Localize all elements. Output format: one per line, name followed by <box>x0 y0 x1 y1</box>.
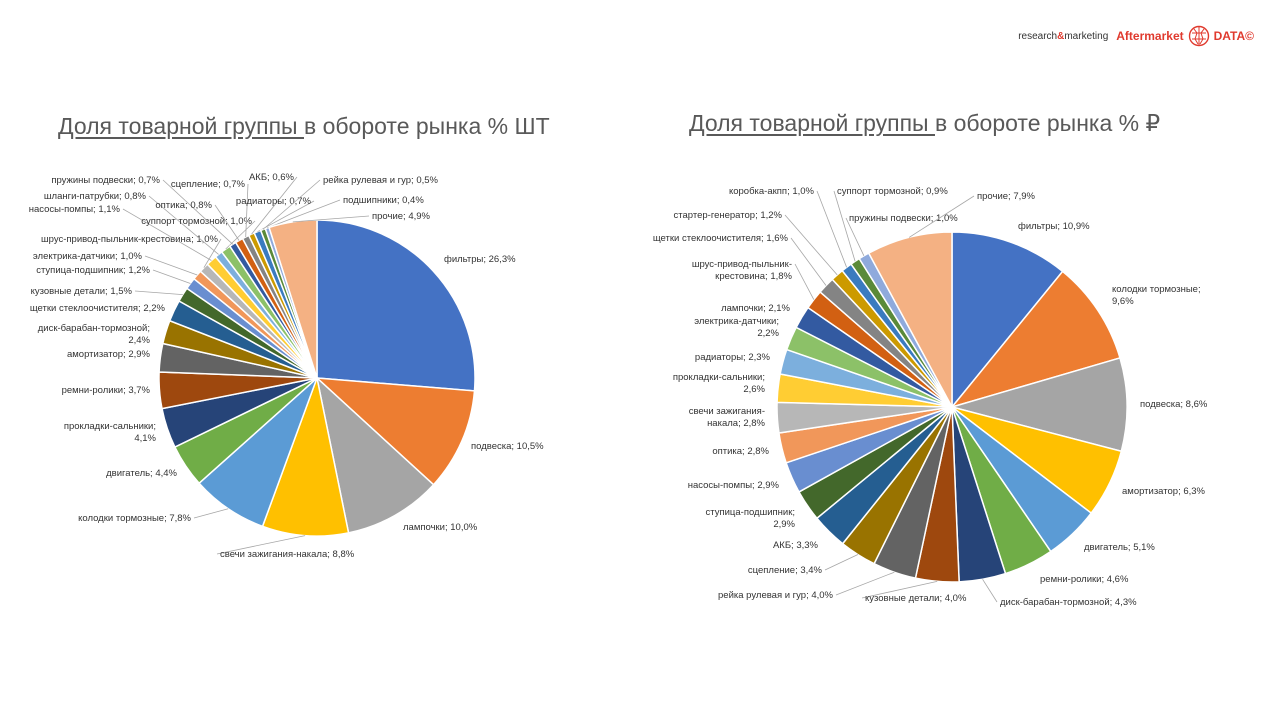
slice-label-амортизатор: амортизатор; 2,9% <box>67 349 151 360</box>
slice-label-шрус-привод-пыльник-крестовина: шрус-привод-пыльник-крестовина; 1,0% <box>41 234 219 245</box>
pie-slice-свечи-зажигания-накала <box>261 375 350 537</box>
leader-line-пружины-подвески <box>845 217 865 256</box>
slice-label-диск-барабан-тормозной: диск-барабан-тормозной; 2,4% <box>38 323 151 346</box>
leader-line-коробка-акпп <box>816 190 847 268</box>
leader-line-подшипники <box>267 199 341 229</box>
leader-line-диск-барабан-тормозной <box>982 579 998 603</box>
leader-line-шрус-привод-пыльник-крестовина <box>794 263 815 300</box>
slice-label-АКБ: АКБ; 0,6% <box>249 172 295 183</box>
brand-data: DATA© <box>1213 29 1254 43</box>
leader-line-пружины-подвески <box>162 179 234 245</box>
slice-label-двигатель: двигатель; 4,4% <box>106 468 177 479</box>
brand-logo: research&marketing Aftermarket DATA© <box>1018 24 1254 48</box>
slice-label-диск-барабан-тормозной: диск-барабан-тормозной; 4,3% <box>1000 597 1137 608</box>
leader-line-насосы-помпы <box>122 208 212 261</box>
leader-line-шрус-привод-пыльник-крестовина <box>203 238 222 268</box>
brand-name: Aftermarket <box>1116 29 1184 43</box>
leader-line-шланги-патрубки <box>148 195 219 255</box>
slice-label-прочие: прочие; 4,9% <box>372 211 431 222</box>
leader-line-ступица-подшипник <box>152 269 191 284</box>
slice-label-шланги-патрубки: шланги-патрубки; 0,8% <box>44 191 147 202</box>
pie-slice-лампочки <box>315 375 435 534</box>
slice-label-лампочки: лампочки; 10,0% <box>403 522 478 533</box>
leader-line-свечи-зажигания-накала <box>216 535 306 555</box>
pie-slice-подвеска <box>314 377 476 486</box>
pie-slice-подвеска <box>949 357 1128 453</box>
leader-line-стартер-генератор <box>784 214 838 276</box>
slice-label-электрика-датчики: электрика-датчики; 1,0% <box>33 251 143 262</box>
slice-label-насосы-помпы: насосы-помпы; 1,1% <box>29 204 121 215</box>
slice-label-кузовные-детали: кузовные детали; 1,5% <box>31 286 133 297</box>
slice-label-суппорт-тормозной: суппорт тормозной; 0,9% <box>837 186 948 197</box>
pie-slice-фильтры <box>316 219 476 392</box>
leader-line-сцепление <box>824 554 859 571</box>
slice-label-лампочки: лампочки; 2,1% <box>721 303 790 314</box>
slice-label-рейка-рулевая-и-гур: рейка рулевая и гур; 4,0% <box>718 590 834 601</box>
slice-label-пружины-подвески: пружины подвески; 1,0% <box>849 213 958 224</box>
brand-tagline: research&marketing <box>1018 30 1109 42</box>
slice-label-сцепление: сцепление; 3,4% <box>748 565 823 576</box>
slice-label-кузовные-детали: кузовные детали; 4,0% <box>865 593 967 604</box>
slice-label-электрика-датчики: электрика-датчики; 2,2% <box>694 316 779 339</box>
leader-line-суппорт-тормозной <box>225 220 256 250</box>
leader-line-суппорт-тормозной <box>833 190 856 262</box>
slice-label-рейка-рулевая-и-гур: рейка рулевая и гур; 0,5% <box>323 175 439 186</box>
slice-label-прочие: прочие; 7,9% <box>977 191 1036 202</box>
leader-line-щетки-стеклоочистителя <box>790 237 827 286</box>
leader-line-рейка-рулевая-и-гур <box>835 571 895 596</box>
slice-label-ремни-ролики: ремни-ролики; 3,7% <box>62 385 151 396</box>
slice-label-стартер-генератор: стартер-генератор; 1,2% <box>674 210 783 221</box>
slice-label-АКБ: АКБ; 3,3% <box>773 540 819 551</box>
leader-line-колодки-тормозные <box>193 508 229 519</box>
leader-line-оптика <box>214 204 240 241</box>
leader-line-сцепление <box>245 183 249 238</box>
pie-slice-фильтры <box>951 231 1064 410</box>
leader-line-кузовные-детали <box>134 290 183 295</box>
slice-label-пружины-подвески: пружины подвески; 0,7% <box>51 175 160 186</box>
chart-rub-title: Доля товарной группы в обороте рынка % ₽ <box>689 110 1161 136</box>
slice-label-прокладки-сальники: прокладки-сальники; 2,6% <box>673 372 766 395</box>
slice-label-фильтры: фильтры; 10,9% <box>1018 221 1090 232</box>
slice-label-подвеска: подвеска; 10,5% <box>471 441 544 452</box>
slice-label-подвеска: подвеска; 8,6% <box>1140 399 1208 410</box>
slice-label-двигатель: двигатель; 5,1% <box>1084 542 1155 553</box>
slice-label-насосы-помпы: насосы-помпы; 2,9% <box>688 480 780 491</box>
chart-units-title: Доля товарной группы в обороте рынка % Ш… <box>58 113 550 139</box>
slice-label-прокладки-сальники: прокладки-сальники; 4,1% <box>64 421 157 444</box>
slice-label-свечи-зажигания-накала: свечи зажигания-накала; 2,8% <box>689 406 766 429</box>
slice-label-шрус-привод-пыльник-крестовина: шрус-привод-пыльник-крестовина; 1,8% <box>692 259 793 282</box>
leader-line-прочие <box>292 215 370 223</box>
slice-label-радиаторы: радиаторы; 0,7% <box>236 196 312 207</box>
slice-label-щетки-стеклоочистителя: щетки стеклоочистителя; 1,6% <box>653 233 789 244</box>
leader-line-рейка-рулевая-и-гур <box>262 179 321 230</box>
slice-label-радиаторы: радиаторы; 2,3% <box>695 352 771 363</box>
slice-label-фильтры: фильтры; 26,3% <box>444 254 516 265</box>
slice-label-сцепление: сцепление; 0,7% <box>171 179 246 190</box>
pie-slice-прочие <box>867 231 953 408</box>
pie-slice-колодки-тормозные <box>949 270 1121 409</box>
slice-label-колодки-тормозные: колодки тормозные; 9,6% <box>1112 284 1201 307</box>
slice-label-суппорт-тормозной: суппорт тормозной; 1,0% <box>141 216 252 227</box>
slice-label-ремни-ролики: ремни-ролики; 4,6% <box>1040 574 1129 585</box>
pie-chart-units: фильтры; 26,3% подвеска; 10,5% лампочки; 1… <box>29 172 544 560</box>
slice-label-колодки-тормозные: колодки тормозные; 7,8% <box>78 513 191 524</box>
slice-label-коробка-акпп: коробка-акпп; 1,0% <box>729 186 815 197</box>
slice-label-оптика: оптика; 0,8% <box>155 200 212 211</box>
brain-icon <box>1188 25 1209 47</box>
slice-label-амортизатор: амортизатор; 6,3% <box>1122 486 1206 497</box>
slice-label-ступица-подшипник: ступица-подшипник; 1,2% <box>36 265 150 276</box>
slice-label-оптика: оптика; 2,8% <box>712 446 769 457</box>
leader-line-электрика-датчики <box>144 255 198 276</box>
slice-label-ступица-подшипник: ступица-подшипник; 2,9% <box>706 507 796 530</box>
slice-label-подшипники: подшипники; 0,4% <box>343 195 424 206</box>
leader-line-АКБ <box>251 176 298 235</box>
slice-label-свечи-зажигания-накала: свечи зажигания-накала; 8,8% <box>220 549 355 560</box>
leader-line-кузовные-детали <box>861 581 938 599</box>
leader-line-прочие <box>908 195 975 238</box>
slice-label-щетки-стеклоочистителя: щетки стеклоочистителя; 2,2% <box>30 303 166 314</box>
